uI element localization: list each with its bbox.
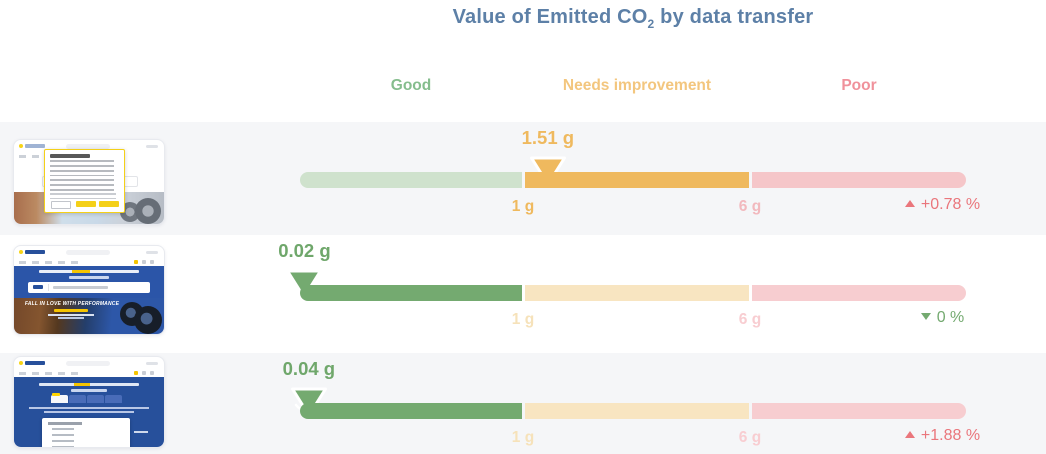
zone-label-needs-improvement: Needs improvement	[562, 77, 712, 94]
zone-label-good: Good	[390, 77, 432, 94]
dialog-title-bar	[50, 154, 90, 158]
banner-heading-highlight	[74, 383, 90, 386]
dialog-yellow-button	[76, 201, 96, 207]
tick-label-1g: 1 g	[511, 429, 535, 446]
nav-icon	[150, 259, 154, 264]
trend-arrow-icon	[920, 313, 931, 320]
delta-text: +1.88 %	[920, 427, 981, 444]
dialog-text-lines	[50, 179, 114, 191]
tab-active-marker	[52, 393, 60, 396]
title-subscript: 2	[647, 17, 655, 31]
brand-logo-icon	[19, 143, 23, 148]
brand-logo-icon	[19, 360, 23, 365]
gauge-segment-poor	[752, 172, 966, 188]
value-label: 0.02 g	[278, 240, 331, 261]
trend-arrow-icon	[904, 431, 915, 438]
account-icon	[134, 259, 138, 264]
tick-label-6g: 6 g	[738, 198, 762, 215]
brand-logo-icon	[19, 249, 23, 254]
banner-heading-highlight	[72, 270, 90, 273]
gauge-segment-good	[300, 285, 522, 301]
mini-search-pill	[66, 143, 110, 149]
dropdown-list-lines	[52, 428, 74, 447]
dialog-outline-button	[51, 201, 71, 209]
dialog-text-lines	[50, 160, 114, 176]
logo-bar	[25, 361, 45, 365]
search-box-divider	[48, 284, 49, 291]
gauge-segment-needs-improvement	[525, 172, 749, 188]
trend-arrow-icon	[904, 200, 915, 207]
tab-active	[51, 395, 68, 403]
gauge-segment-good	[300, 172, 522, 188]
small-dash	[134, 431, 148, 433]
gauge-segment-poor	[752, 285, 966, 301]
logo-bar	[25, 144, 45, 148]
title-text: Value of Emitted CO	[452, 6, 648, 28]
mini-menu-dashes	[19, 261, 81, 264]
search-box-placeholder-bar	[53, 286, 108, 289]
delta-percent: +0.78 %	[850, 196, 1035, 214]
delta-percent: +1.88 %	[850, 427, 1035, 445]
hero-subtext-bar	[58, 317, 84, 319]
value-label: 0.04 g	[282, 358, 336, 379]
tick-label-1g: 1 g	[511, 198, 535, 215]
gauge-segment-poor	[752, 403, 966, 419]
tick-label-6g: 6 g	[738, 429, 762, 446]
dialog-text-lines	[50, 193, 116, 199]
banner-links-bar	[71, 389, 107, 392]
dialog-yellow-button	[99, 201, 119, 207]
delta-text: 0 %	[936, 309, 965, 326]
title-text-2: by data transfer	[654, 6, 814, 28]
mini-search-pill	[66, 360, 110, 366]
page-title: Value of Emitted CO2 by data transfer	[300, 6, 966, 31]
page-thumbnail-homepage-hero[interactable]: FALL IN LOVE WITH PERFORMANCE	[13, 245, 165, 335]
tab	[87, 395, 104, 403]
gauge-segment-needs-improvement	[525, 285, 749, 301]
search-box-label	[33, 285, 43, 289]
gauge-row-cookie-page: 1.51 g 1 g 6 g +0.78 %	[0, 122, 1046, 235]
tick-label-6g: 6 g	[738, 311, 762, 328]
banner-links-bar	[69, 276, 109, 279]
zone-label-poor: Poor	[841, 77, 877, 94]
nav-icon	[142, 370, 146, 375]
helper-text-bar	[29, 407, 149, 409]
gauge-segment-needs-improvement	[525, 403, 749, 419]
hero-text: FALL IN LOVE WITH PERFORMANCE	[24, 301, 120, 307]
mini-search-pill	[66, 249, 110, 255]
page-thumbnail-tire-selector[interactable]	[13, 356, 165, 448]
mini-lang-dash	[146, 361, 158, 365]
tire-image	[135, 198, 161, 224]
gauge-segment-good	[300, 403, 522, 419]
helper-text-bar	[44, 411, 134, 413]
tab	[69, 395, 86, 403]
nav-icon	[142, 259, 146, 264]
mini-menu-dashes	[19, 372, 81, 375]
nav-icon	[150, 370, 154, 375]
tire-image	[134, 306, 162, 334]
page-thumbnail-cookie-consent[interactable]	[13, 139, 165, 225]
mini-lang-dash	[146, 250, 158, 254]
mini-lang-dash	[146, 144, 158, 148]
hero-subtext-yellow	[54, 309, 88, 312]
dropdown-header-bar	[48, 422, 82, 425]
logo-bar	[25, 250, 45, 254]
delta-text: +0.78 %	[920, 196, 981, 213]
hero-subtext-bar	[48, 314, 94, 316]
tick-label-1g: 1 g	[511, 311, 535, 328]
delta-percent: 0 %	[850, 309, 1035, 327]
tab	[105, 395, 122, 403]
account-icon	[134, 370, 138, 375]
gauge-row-homepage: FALL IN LOVE WITH PERFORMANCE 0.02 g 1 g…	[0, 235, 1046, 353]
gauge-row-tire-selector: 0.04 g 1 g 6 g +1.88 %	[0, 353, 1046, 454]
value-label: 1.51 g	[521, 127, 575, 148]
